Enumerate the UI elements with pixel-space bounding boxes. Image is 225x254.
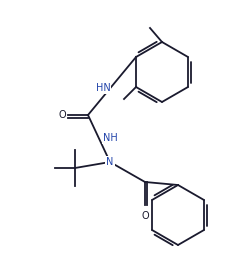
Text: O: O xyxy=(141,211,148,221)
Text: O: O xyxy=(58,110,65,120)
Text: N: N xyxy=(106,157,113,167)
Text: HN: HN xyxy=(95,83,110,93)
Text: NH: NH xyxy=(102,133,117,143)
